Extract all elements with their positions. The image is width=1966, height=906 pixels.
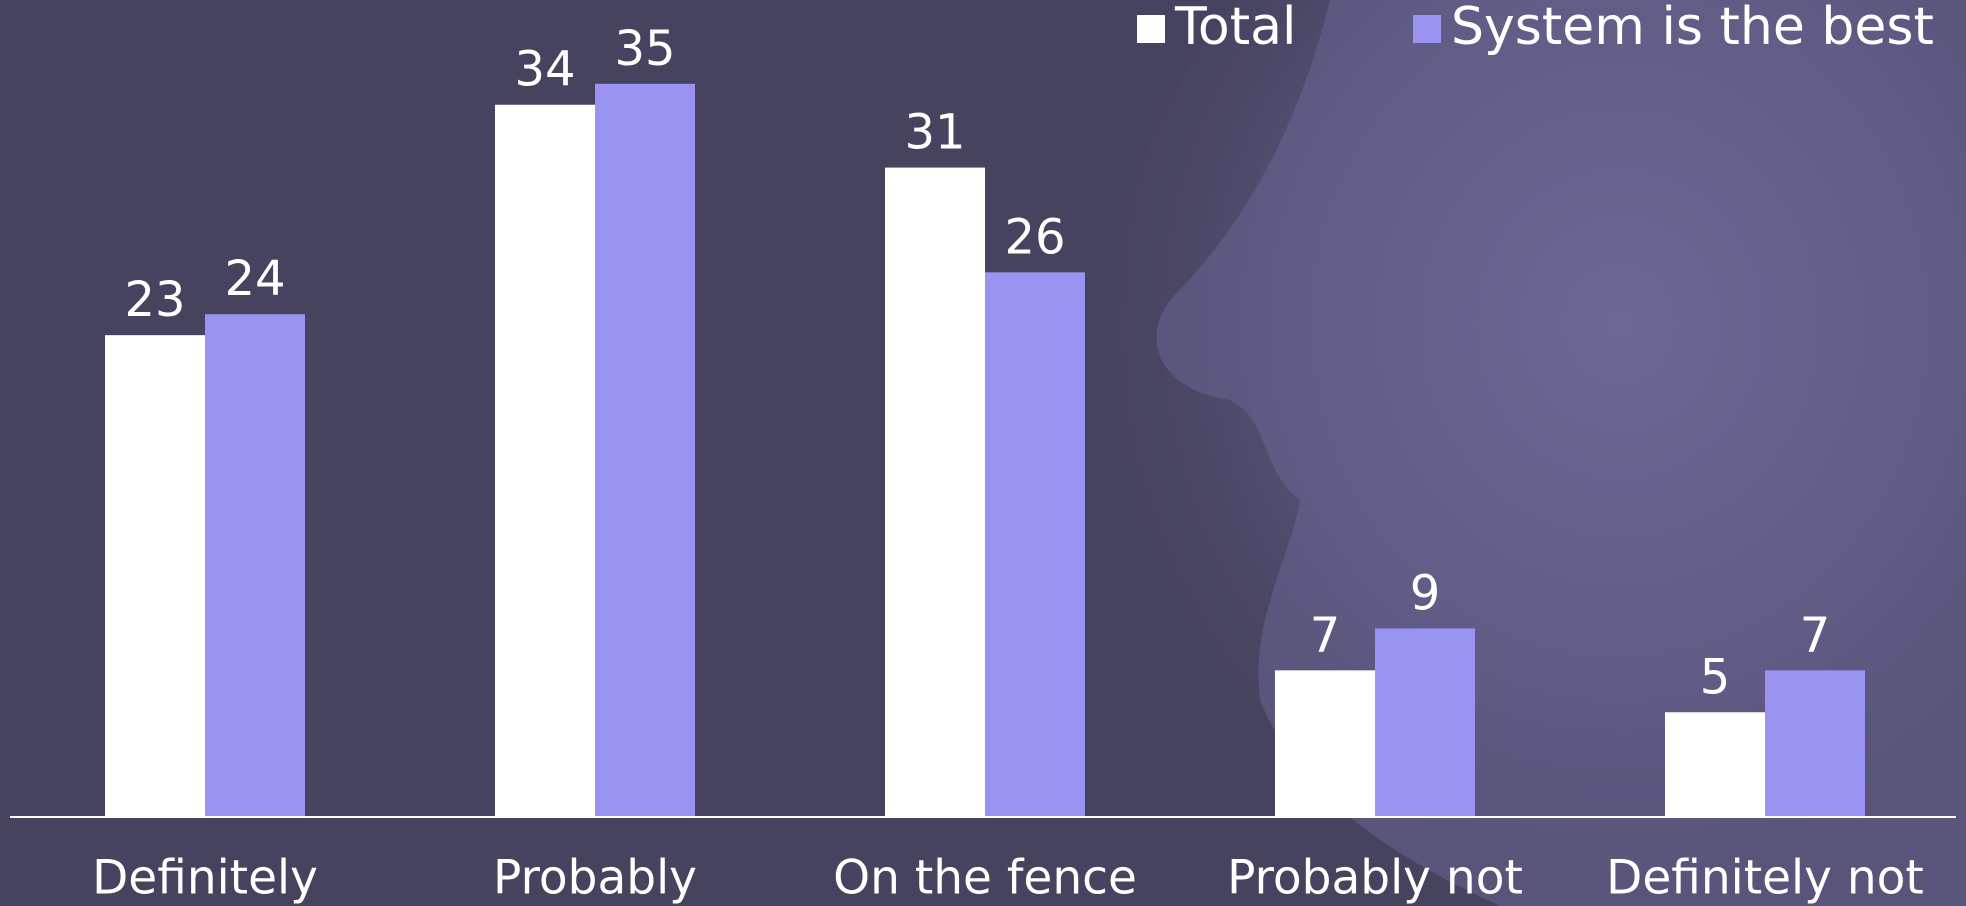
x-tick-label: Definitely <box>92 851 318 906</box>
data-label: 24 <box>224 251 285 307</box>
x-tick-label: On the fence <box>833 851 1137 906</box>
data-label: 7 <box>1310 607 1341 663</box>
bar <box>495 104 595 817</box>
plot-area: Definitely 23 24 Probably 34 35 On the fence 31… <box>92 21 1924 906</box>
x-tick-label: Probably not <box>1227 851 1523 906</box>
bar <box>1665 712 1765 817</box>
bar <box>595 83 695 818</box>
legend-swatch <box>1413 15 1441 43</box>
bar <box>985 272 1085 817</box>
bar <box>1765 670 1865 817</box>
legend-label: Total <box>1174 0 1296 57</box>
data-label: 9 <box>1410 565 1441 621</box>
data-label: 34 <box>514 42 575 98</box>
data-label: 7 <box>1800 607 1831 663</box>
data-label: 5 <box>1700 649 1731 705</box>
x-tick-label: Probably <box>493 851 697 906</box>
bar <box>1375 628 1475 817</box>
bar <box>205 314 305 817</box>
data-label: 26 <box>1004 209 1065 265</box>
data-label: 31 <box>904 105 965 161</box>
x-tick-label: Definitely not <box>1606 851 1924 906</box>
legend-swatch <box>1137 15 1165 43</box>
bar <box>105 335 205 817</box>
legend-label: System is the best <box>1451 0 1934 57</box>
bar <box>1275 670 1375 817</box>
data-label: 35 <box>614 21 675 77</box>
bar <box>885 167 985 818</box>
data-label: 23 <box>124 272 185 328</box>
